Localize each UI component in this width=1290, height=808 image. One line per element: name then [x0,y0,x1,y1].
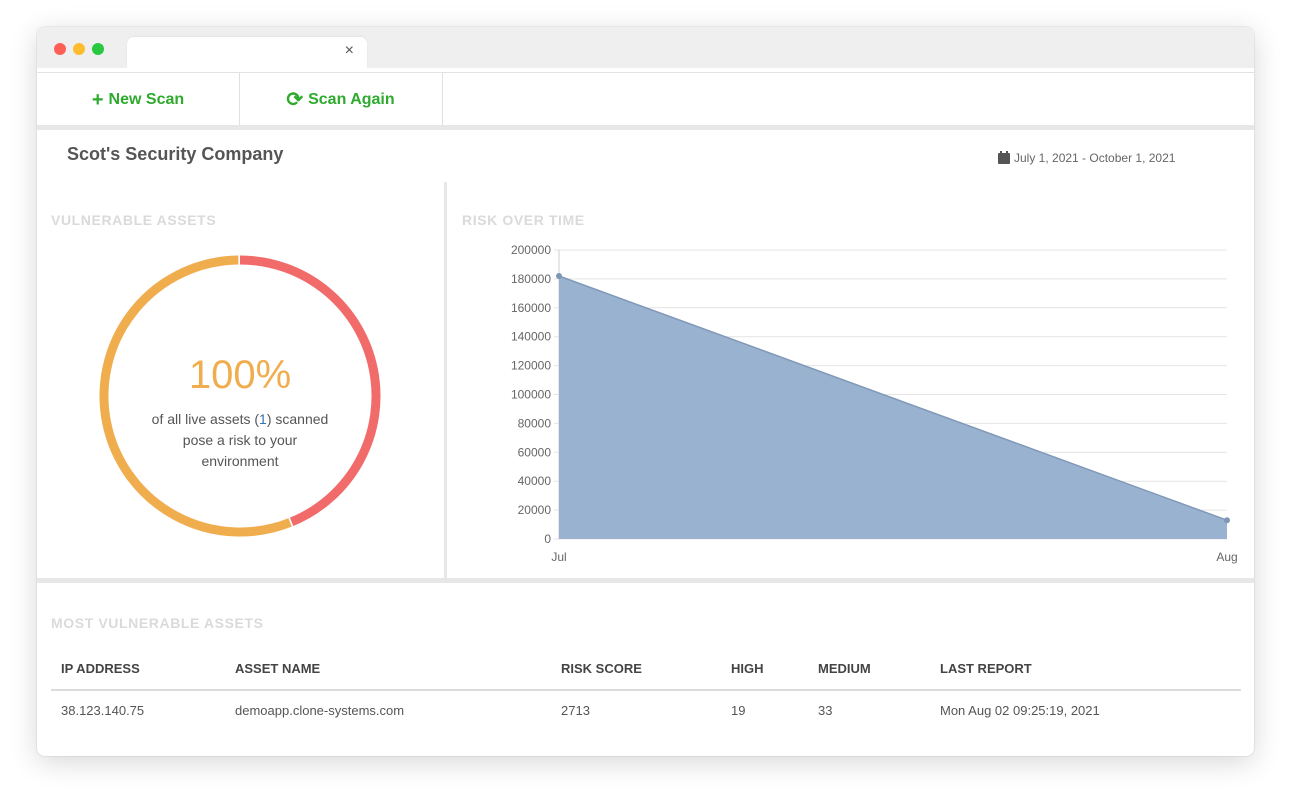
x-tick-label: Aug [1216,550,1237,564]
cell-last-report: Mon Aug 02 09:25:19, 2021 [940,703,1100,718]
y-tick-label: 40000 [518,474,552,488]
y-tick-label: 80000 [518,416,552,430]
new-scan-label: New Scan [108,90,185,108]
column-header[interactable]: RISK SCORE [561,661,642,676]
browser-titlebar: × [37,27,1254,68]
refresh-icon: ⟳ [286,88,304,111]
cell-high: 19 [731,703,746,718]
cell-medium: 33 [818,703,833,718]
section-divider [37,578,1254,583]
minimize-window-button[interactable] [73,43,85,55]
y-tick-label: 140000 [511,330,551,344]
live-asset-count[interactable]: 1 [259,411,267,427]
scan-again-label: Scan Again [308,90,395,108]
risk-area [559,276,1227,539]
data-point[interactable] [556,273,562,280]
most-vulnerable-title: MOST VULNERABLE ASSETS [51,615,264,631]
most-vulnerable-table: IP ADDRESS ASSET NAME RISK SCORE HIGH ME… [51,653,1241,727]
y-tick-label: 20000 [518,503,552,517]
y-tick-label: 160000 [511,301,551,315]
x-tick-label: Jul [551,550,566,564]
maximize-window-button[interactable] [92,43,104,55]
cell-ip-address: 38.123.140.75 [61,703,145,718]
action-toolbar: + New Scan ⟳ Scan Again [37,72,1254,126]
column-header[interactable]: IP ADDRESS [61,661,140,676]
vulnerable-description: of all live assets (1) scanned pose a ri… [150,409,330,472]
new-scan-button[interactable]: + New Scan [37,73,240,126]
table-header: IP ADDRESS ASSET NAME RISK SCORE HIGH ME… [51,653,1241,691]
donut-segment-medium[interactable] [99,255,292,537]
y-tick-label: 60000 [518,445,552,459]
table-row[interactable]: 38.123.140.75 demoapp.clone-systems.com … [51,691,1241,727]
column-header[interactable]: LAST REPORT [940,661,1032,676]
column-header[interactable]: HIGH [731,661,764,676]
date-range-picker[interactable]: July 1, 2021 - October 1, 2021 [998,150,1176,165]
plus-icon: + [91,88,104,111]
vulnerable-assets-donut [99,255,381,537]
toolbar-divider [37,125,1254,130]
description-after: ) scanned pose a risk to your environmen… [182,411,329,469]
risk-over-time-chart: 2000001800001600001400001200001000008000… [511,243,1238,564]
y-tick-label: 180000 [511,272,551,286]
browser-tab[interactable]: × [127,37,367,68]
donut-center: 100% of all live assets (1) scanned pose… [95,251,385,541]
donut-segment-high[interactable] [239,255,381,527]
calendar-icon [998,150,1010,164]
y-tick-label: 200000 [511,243,551,257]
panel-divider [444,182,447,580]
close-window-button[interactable] [54,43,66,55]
y-tick-label: 100000 [511,388,551,402]
vulnerable-percent: 100% [188,353,292,397]
y-tick-label: 0 [544,532,551,546]
date-range-label: July 1, 2021 - October 1, 2021 [1014,151,1176,165]
cell-asset-name: demoapp.clone-systems.com [235,703,405,718]
risk-line [558,275,1228,521]
scan-again-button[interactable]: ⟳ Scan Again [239,73,443,126]
column-header[interactable]: ASSET NAME [235,661,321,676]
risk-over-time-title: RISK OVER TIME [462,212,585,228]
data-point[interactable] [1224,517,1230,524]
cell-risk-score: 2713 [561,703,590,718]
y-tick-label: 120000 [511,359,551,373]
company-name: Scot's Security Company [67,144,284,164]
column-header[interactable]: MEDIUM [818,661,871,676]
vulnerable-assets-title: VULNERABLE ASSETS [51,212,217,228]
description-before: of all live assets ( [151,411,260,427]
tab-close-icon[interactable]: × [344,42,354,59]
browser-window: × + New Scan ⟳ Scan Again Scot's Securit… [37,27,1254,756]
